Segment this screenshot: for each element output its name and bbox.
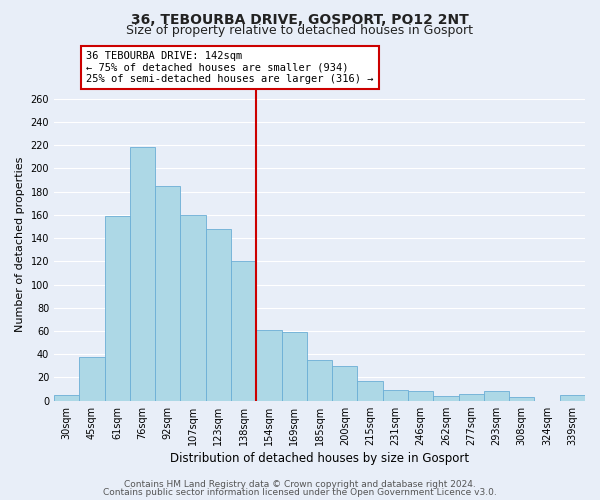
Text: Contains public sector information licensed under the Open Government Licence v3: Contains public sector information licen… (103, 488, 497, 497)
Bar (79, 356, 104, 401)
Bar (181, 215, 206, 400)
Bar (231, 262, 256, 400)
Text: 36 TEBOURBA DRIVE: 142sqm
← 75% of detached houses are smaller (934)
25% of semi: 36 TEBOURBA DRIVE: 142sqm ← 75% of detac… (86, 50, 373, 84)
Bar (281, 332, 307, 400)
Bar (458, 394, 484, 400)
Bar (206, 229, 231, 400)
Y-axis label: Number of detached properties: Number of detached properties (15, 156, 25, 332)
Bar (408, 392, 433, 400)
Bar (130, 148, 155, 400)
Bar (484, 392, 509, 400)
Bar (358, 381, 383, 400)
Bar (509, 397, 535, 400)
Bar (383, 390, 408, 400)
Bar (104, 216, 130, 400)
Text: Contains HM Land Registry data © Crown copyright and database right 2024.: Contains HM Land Registry data © Crown c… (124, 480, 476, 489)
Bar (54, 395, 79, 400)
X-axis label: Distribution of detached houses by size in Gosport: Distribution of detached houses by size … (170, 452, 469, 465)
Text: 36, TEBOURBA DRIVE, GOSPORT, PO12 2NT: 36, TEBOURBA DRIVE, GOSPORT, PO12 2NT (131, 12, 469, 26)
Bar (433, 396, 458, 400)
Bar (155, 186, 181, 400)
Bar (307, 360, 332, 401)
Text: Size of property relative to detached houses in Gosport: Size of property relative to detached ho… (127, 24, 473, 37)
Bar (560, 395, 585, 400)
Bar (256, 330, 281, 400)
Bar (332, 366, 358, 400)
